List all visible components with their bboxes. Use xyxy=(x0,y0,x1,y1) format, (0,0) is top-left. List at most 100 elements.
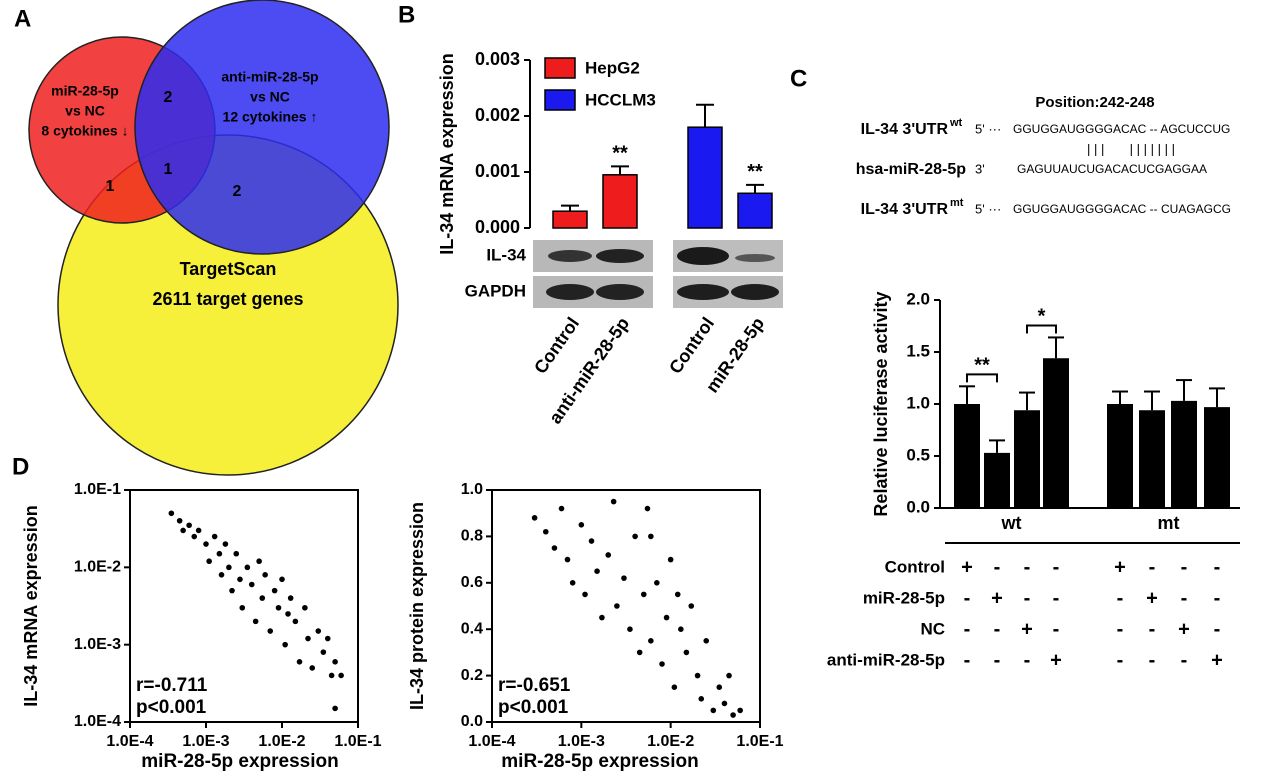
significance: ** xyxy=(747,161,763,183)
seq: GAGUUAUCUGACACUCGAGGAA xyxy=(1017,162,1207,176)
stat-annotation: p<0.001 xyxy=(498,697,569,718)
point xyxy=(531,515,538,521)
point xyxy=(248,581,255,588)
point xyxy=(324,635,331,642)
point xyxy=(640,591,647,598)
treatment-mark: + xyxy=(1178,618,1190,640)
venn-label: 2611 target genes xyxy=(152,289,303,309)
x-axis-label: miR-28-5p expression xyxy=(501,751,698,772)
treatment-mark: - xyxy=(1214,587,1221,609)
point xyxy=(309,665,316,671)
point xyxy=(614,603,620,609)
legend-swatch xyxy=(544,57,576,79)
x-tick-label: 1.0E-2 xyxy=(258,733,305,750)
point xyxy=(663,614,670,621)
bar xyxy=(687,126,723,229)
venn-label: vs NC xyxy=(250,89,290,105)
treatment-mark: - xyxy=(1149,556,1156,578)
seq-name: IL-34 3'UTR xyxy=(861,121,949,138)
x-tick-label: 1.0E-2 xyxy=(647,733,694,750)
venn-label: TargetScan xyxy=(180,259,277,279)
x-tick-label: 1.0E-1 xyxy=(736,733,783,750)
treatment-mark: - xyxy=(1117,587,1124,609)
x-tick-label: 1.0E-4 xyxy=(106,733,153,750)
point xyxy=(588,538,595,544)
legend-swatch xyxy=(544,89,576,111)
point xyxy=(648,638,654,644)
point xyxy=(271,587,278,594)
point xyxy=(305,635,311,642)
significance-bracket xyxy=(966,373,998,383)
point xyxy=(237,576,243,583)
significance: ** xyxy=(612,143,628,165)
point xyxy=(582,591,588,598)
x-axis-label: miR-28-5p expression xyxy=(141,751,338,772)
treatment-mark: - xyxy=(1181,649,1188,671)
y-tick-label: 1.0E-3 xyxy=(74,636,121,653)
treatment-mark: - xyxy=(964,587,971,609)
y-tick-label: 0.4 xyxy=(461,620,483,637)
point xyxy=(191,533,198,540)
seq-name: hsa-miR-28-5p xyxy=(856,161,966,178)
point xyxy=(332,659,338,665)
venn-label: 8 cytokines ↓ xyxy=(41,123,128,139)
point xyxy=(648,533,654,540)
seq-name: IL-34 3'UTR xyxy=(861,201,949,218)
point xyxy=(282,641,288,648)
seq-strand: 5' ··· xyxy=(975,121,1001,136)
point xyxy=(610,498,617,505)
point xyxy=(275,604,282,611)
legend-label: HepG2 xyxy=(585,58,640,77)
venn-label: 12 cytokines ↑ xyxy=(223,109,318,125)
point xyxy=(226,564,232,571)
point xyxy=(332,705,338,712)
treatment-mark: - xyxy=(1149,649,1156,671)
point xyxy=(726,672,732,679)
y-tick-label: 0.5 xyxy=(906,445,930,464)
bar xyxy=(737,192,773,229)
treatment-mark: - xyxy=(1024,587,1031,609)
bar xyxy=(984,452,1010,508)
treatment-mark: - xyxy=(1053,587,1060,609)
y-tick-label: 1.0E-1 xyxy=(74,481,121,498)
treatment-label: Control xyxy=(885,557,945,576)
point xyxy=(216,550,223,557)
point xyxy=(203,541,209,547)
point xyxy=(694,672,701,679)
point xyxy=(710,707,717,714)
venn-label: miR-28-5p xyxy=(51,83,119,99)
point xyxy=(730,712,736,718)
point xyxy=(168,510,175,517)
point xyxy=(564,556,571,563)
treatment-mark: - xyxy=(994,556,1001,578)
venn-count: 2 xyxy=(164,89,173,106)
point xyxy=(279,576,285,583)
venn-count: 2 xyxy=(233,183,242,200)
point xyxy=(302,604,308,611)
point xyxy=(674,591,681,598)
treatment-mark: + xyxy=(1021,618,1033,640)
point xyxy=(644,505,651,512)
point xyxy=(542,528,549,535)
treatment-mark: - xyxy=(1024,649,1031,671)
treatment-mark: - xyxy=(1181,587,1188,609)
point xyxy=(256,558,262,565)
point xyxy=(267,628,274,634)
y-tick-label: 1.0E-2 xyxy=(74,559,121,576)
stat-annotation: r=-0.711 xyxy=(136,675,208,696)
y-axis-label: IL-34 mRNA expression xyxy=(21,505,41,706)
point xyxy=(594,568,600,574)
treatment-mark: - xyxy=(964,618,971,640)
treatment-mark: - xyxy=(1117,618,1124,640)
bar xyxy=(1204,407,1230,508)
y-tick-label: 1.5 xyxy=(906,341,930,360)
point xyxy=(683,649,690,656)
point xyxy=(315,628,322,634)
point xyxy=(671,684,678,690)
point xyxy=(287,595,294,601)
significance: ** xyxy=(974,355,990,377)
treatment-mark: - xyxy=(1117,649,1124,671)
point xyxy=(320,649,327,655)
venn-label: vs NC xyxy=(65,103,105,119)
point xyxy=(292,618,299,625)
